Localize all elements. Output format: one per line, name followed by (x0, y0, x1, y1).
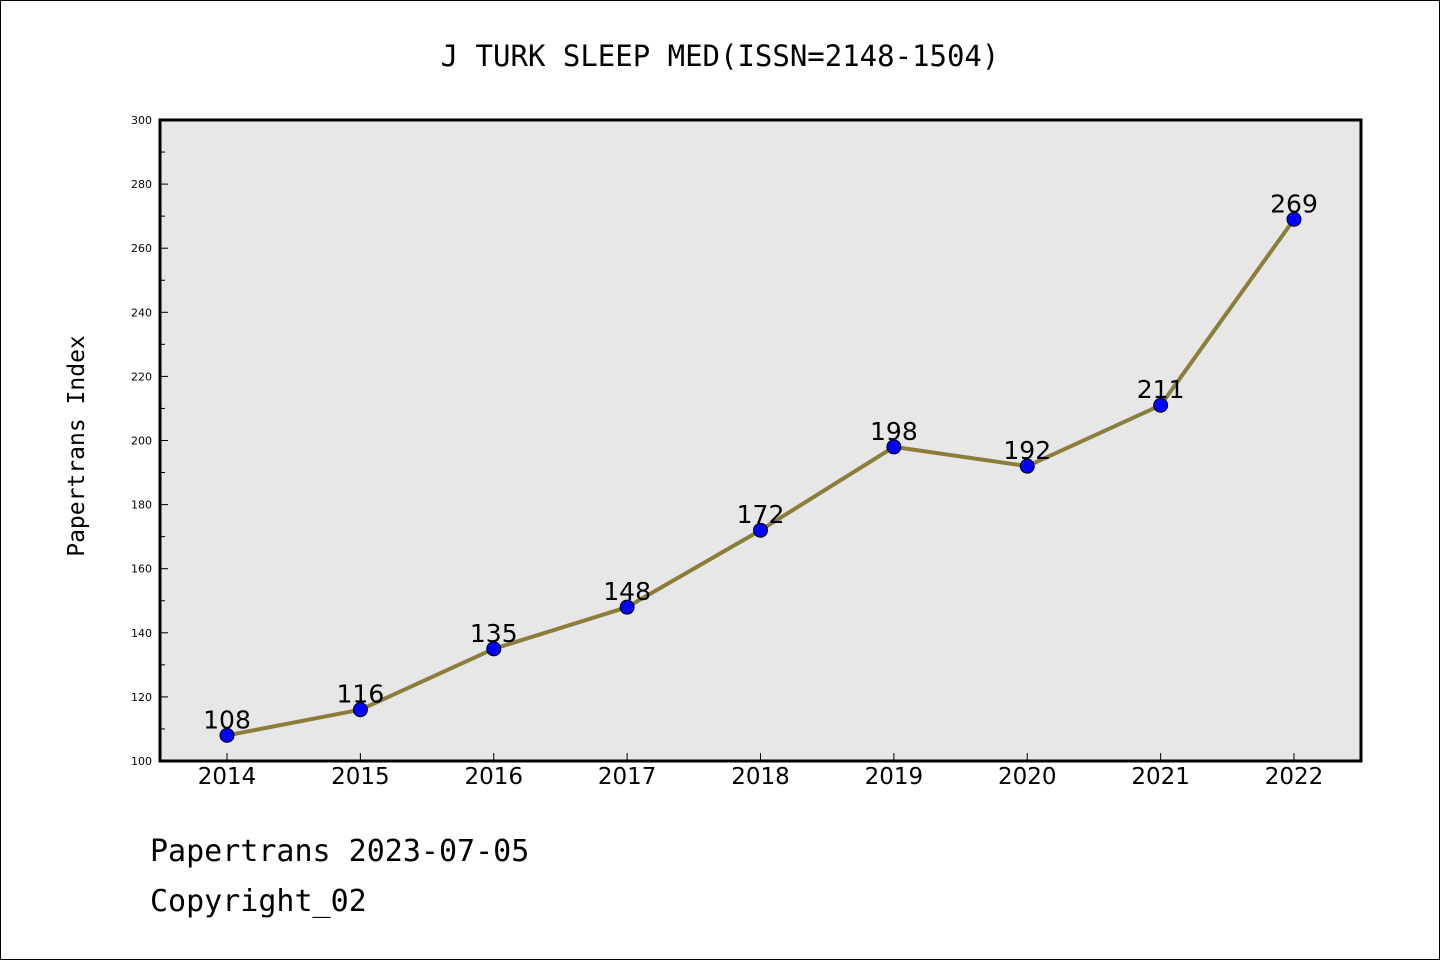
plot-area (160, 120, 1361, 761)
x-tick-label: 2019 (865, 764, 924, 790)
x-tick-label: 2015 (331, 764, 390, 790)
chart-title: J TURK SLEEP MED(ISSN=2148-1504) (441, 39, 1000, 73)
y-tick-label: 120 (131, 691, 152, 704)
y-tick-label: 200 (131, 435, 152, 448)
y-tick-label: 220 (131, 370, 152, 383)
data-point-marker (619, 599, 635, 615)
y-tick-label: 260 (131, 242, 152, 255)
x-tick-label: 2017 (598, 764, 657, 790)
x-tick-label: 2020 (998, 764, 1057, 790)
y-axis-label: Papertrans Index (64, 335, 90, 557)
plot-border (158, 118, 1363, 763)
x-axis-ticks: 2014 2015 2016 2017 2018 2019 2020 2021 2022 (198, 753, 1324, 790)
y-tick-label: 140 (131, 627, 152, 640)
x-tick-label: 2022 (1265, 764, 1324, 790)
footer-date: Papertrans 2023-07-05 (150, 834, 530, 869)
y-tick-label: 160 (131, 563, 152, 576)
footer-copyright: Copyright_02 (150, 884, 367, 919)
y-tick-label: 180 (131, 499, 152, 512)
x-tick-label: 2016 (464, 764, 523, 790)
y-tick-label: 300 (131, 114, 152, 127)
y-tick-label: 100 (131, 755, 152, 768)
data-point-marker (753, 522, 768, 538)
data-point-marker (352, 702, 368, 718)
data-point-marker (1286, 211, 1302, 227)
data-point-marker (219, 727, 235, 743)
data-point-marker (886, 439, 902, 455)
data-point-marker (1019, 458, 1035, 474)
data-markers (219, 211, 1302, 743)
x-tick-label: 2014 (198, 764, 257, 790)
x-tick-label: 2021 (1131, 764, 1190, 790)
y-tick-label: 280 (131, 178, 152, 191)
data-point-marker (1153, 397, 1169, 413)
data-point-marker (486, 641, 502, 657)
y-tick-label: 240 (131, 306, 152, 319)
x-tick-label: 2018 (731, 764, 790, 790)
